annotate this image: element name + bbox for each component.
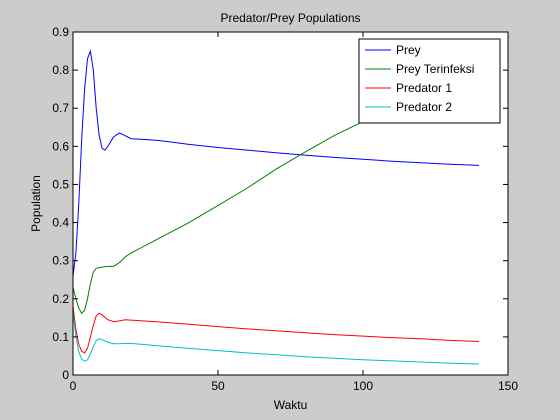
y-tick-label: 0.3	[52, 254, 69, 268]
y-tick-label: 0	[62, 368, 69, 382]
ticks-layer: 0 50 100 150 0 0.1 0.2 0.3 0.4 0.5 0.6 0.7 0.8 0.9	[52, 25, 518, 393]
legend: Prey Prey Terinfeksi Predator 1 Predator 2	[358, 38, 501, 124]
legend-entry-label: Predator 1	[396, 81, 452, 95]
x-tick-label: 150	[498, 379, 518, 393]
y-tick-label: 0.2	[52, 292, 69, 306]
series-line-1	[72, 49, 480, 276]
y-tick-label: 0.7	[52, 101, 69, 115]
x-tick-label: 100	[353, 379, 373, 393]
series-line-3	[72, 306, 480, 354]
series-line-4	[72, 310, 480, 365]
y-tick-label: 0.8	[52, 63, 69, 77]
chart-title: Predator/Prey Populations	[220, 11, 360, 25]
legend-entry-label: Prey Terinfeksi	[396, 62, 474, 76]
series-layer	[72, 49, 480, 365]
y-tick-label: 0.5	[52, 177, 69, 191]
plot-frame	[72, 31, 509, 376]
x-axis-label: Waktu	[274, 398, 308, 412]
y-tick-label: 0.4	[52, 216, 69, 230]
legend-entry-label: Prey	[396, 43, 421, 57]
y-tick-label: 0.6	[52, 139, 69, 153]
legend-box	[358, 38, 501, 124]
y-axis-label: Population	[29, 175, 43, 232]
legend-entry-label: Predator 2	[396, 100, 452, 114]
x-tick-label: 0	[70, 379, 77, 393]
y-tick-label: 0.1	[52, 330, 69, 344]
y-tick-label: 0.9	[52, 25, 69, 39]
x-tick-label: 50	[211, 379, 225, 393]
series-line-2	[72, 75, 480, 315]
